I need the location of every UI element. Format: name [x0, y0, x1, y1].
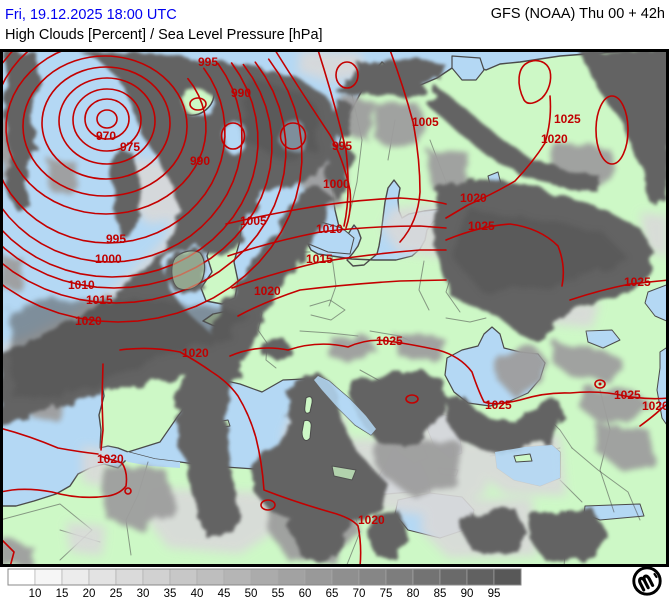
- svg-text:75: 75: [380, 588, 393, 600]
- svg-text:1020: 1020: [75, 314, 102, 328]
- svg-text:1020: 1020: [460, 191, 487, 205]
- svg-text:1020: 1020: [642, 399, 669, 413]
- svg-text:1005: 1005: [412, 115, 439, 129]
- svg-text:1020: 1020: [541, 132, 568, 146]
- svg-text:1025: 1025: [376, 334, 403, 348]
- svg-text:1010: 1010: [316, 222, 343, 236]
- svg-text:1020: 1020: [182, 346, 209, 360]
- svg-text:70: 70: [353, 588, 366, 600]
- svg-text:45: 45: [218, 588, 231, 600]
- svg-text:20: 20: [83, 588, 96, 600]
- svg-text:970: 970: [96, 129, 116, 143]
- svg-text:1015: 1015: [306, 252, 333, 266]
- svg-text:1005: 1005: [240, 214, 267, 228]
- svg-text:25: 25: [110, 588, 123, 600]
- svg-text:975: 975: [120, 140, 140, 154]
- svg-text:1000: 1000: [95, 252, 122, 266]
- svg-text:60: 60: [299, 588, 312, 600]
- svg-text:1025: 1025: [468, 219, 495, 233]
- svg-text:990: 990: [190, 154, 210, 168]
- svg-text:30: 30: [137, 588, 150, 600]
- svg-text:1025: 1025: [554, 112, 581, 126]
- svg-text:990: 990: [231, 86, 251, 100]
- svg-text:40: 40: [191, 588, 204, 600]
- svg-text:1015: 1015: [86, 293, 113, 307]
- svg-text:80: 80: [407, 588, 420, 600]
- svg-text:1025: 1025: [624, 275, 651, 289]
- svg-text:55: 55: [272, 588, 285, 600]
- svg-text:35: 35: [164, 588, 177, 600]
- svg-text:1020: 1020: [358, 513, 385, 527]
- svg-text:995: 995: [106, 232, 126, 246]
- svg-text:1025: 1025: [485, 398, 512, 412]
- svg-text:1025: 1025: [614, 388, 641, 402]
- svg-text:90: 90: [461, 588, 474, 600]
- svg-text:1020: 1020: [254, 284, 281, 298]
- svg-text:85: 85: [434, 588, 447, 600]
- svg-text:1010: 1010: [68, 278, 95, 292]
- svg-text:95: 95: [488, 588, 501, 600]
- svg-text:995: 995: [198, 55, 218, 69]
- svg-text:10: 10: [29, 588, 42, 600]
- svg-text:65: 65: [326, 588, 339, 600]
- svg-text:15: 15: [56, 588, 69, 600]
- svg-text:995: 995: [332, 139, 352, 153]
- svg-text:1020: 1020: [97, 452, 124, 466]
- svg-text:50: 50: [245, 588, 258, 600]
- svg-text:1000: 1000: [323, 177, 350, 191]
